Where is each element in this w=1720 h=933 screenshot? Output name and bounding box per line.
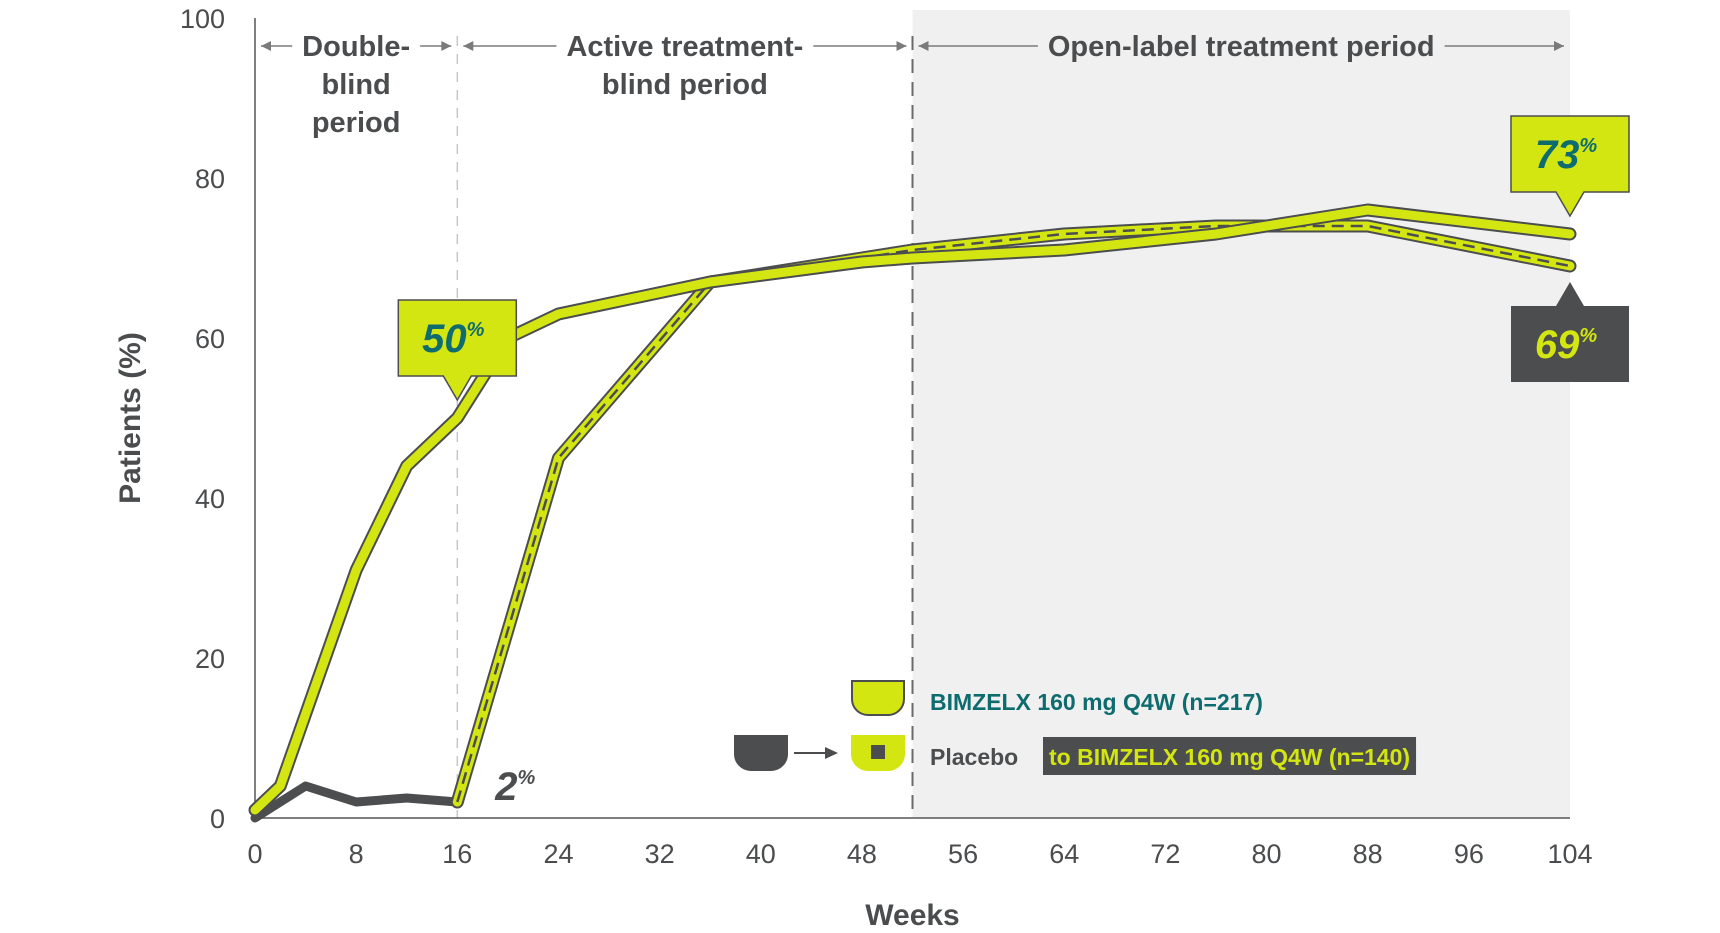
legend-swatch-switch-marker (871, 745, 885, 759)
y-axis-ticks: 0 20 40 60 80 100 (180, 4, 225, 834)
callout-box (1511, 282, 1629, 382)
series-placebo-line (250, 781, 462, 823)
y-tick-label: 0 (210, 804, 225, 834)
series-switch-dash (456, 224, 1571, 803)
x-tick-label: 24 (543, 839, 573, 869)
arrowhead-icon (261, 41, 271, 51)
callout-value: 2% (494, 765, 535, 809)
series-lines (248, 203, 1577, 823)
period-label-2: Active treatment-blind period (566, 31, 803, 101)
legend-swatch-bimzelx (851, 680, 905, 716)
x-axis-ticks: 0 8 16 24 32 40 48 56 64 72 80 88 96 104 (247, 839, 1592, 869)
arrowhead-icon (463, 41, 474, 51)
x-tick-label: 56 (948, 839, 978, 869)
callout-2: 2% (494, 765, 535, 809)
x-tick-label: 16 (442, 839, 472, 869)
x-tick-label: 64 (1049, 839, 1079, 869)
x-tick-label: 8 (349, 839, 364, 869)
period-labels: Double-blind period Active treatment-blind… (261, 31, 1564, 139)
callout-value: 50% (422, 317, 485, 361)
y-tick-label: 60 (195, 324, 225, 354)
period-label-3: Open-label treatment period (1048, 31, 1435, 63)
x-axis-title: Weeks (865, 899, 960, 932)
callout-4: 69% (1511, 282, 1629, 382)
x-tick-label: 104 (1547, 839, 1592, 869)
arrowhead-icon (896, 41, 907, 51)
callout-box (1510, 115, 1630, 218)
period-dividers (456, 36, 914, 818)
legend-highlight-box (1043, 737, 1417, 775)
legend-label-placebo: Placebo (930, 744, 1018, 770)
callout-value: 73% (1535, 133, 1598, 177)
x-tick-label: 96 (1454, 839, 1484, 869)
x-tick-label: 88 (1353, 839, 1383, 869)
x-tick-label: 72 (1150, 839, 1180, 869)
arrowhead-icon (1554, 41, 1564, 51)
arrowhead-icon (441, 41, 452, 51)
arrowhead-icon (918, 41, 929, 51)
callout-1: 50% (397, 299, 518, 402)
legend-label-switch: to BIMZELX 160 mg Q4W (n=140) (1049, 744, 1410, 770)
open-label-shading (912, 10, 1570, 818)
legend: BIMZELX 160 mg Q4W (n=217) Placebo to BIMZ… (734, 680, 1417, 775)
axes (254, 18, 1570, 819)
legend-swatch-placebo (734, 735, 788, 771)
callout-value: 69% (1535, 323, 1598, 367)
y-tick-label: 80 (195, 164, 225, 194)
y-tick-label: 20 (195, 644, 225, 674)
series-bimzelx-line (250, 205, 1575, 815)
x-tick-label: 40 (746, 839, 776, 869)
x-tick-label: 80 (1252, 839, 1282, 869)
legend-label-bimzelx: BIMZELX 160 mg Q4W (n=217) (930, 689, 1263, 715)
x-tick-label: 48 (847, 839, 877, 869)
y-axis-title: Patients (%) (114, 332, 147, 504)
x-tick-label: 32 (645, 839, 675, 869)
value-callouts: 50% 2% 73% 69% (397, 115, 1630, 809)
y-tick-label: 40 (195, 484, 225, 514)
period-label-1: Double-blind period (302, 31, 410, 139)
callout-3: 73% (1510, 115, 1630, 218)
callout-box (397, 299, 518, 402)
y-tick-label: 100 (180, 4, 225, 34)
x-tick-label: 0 (247, 839, 262, 869)
legend-arrow-icon (825, 747, 838, 759)
